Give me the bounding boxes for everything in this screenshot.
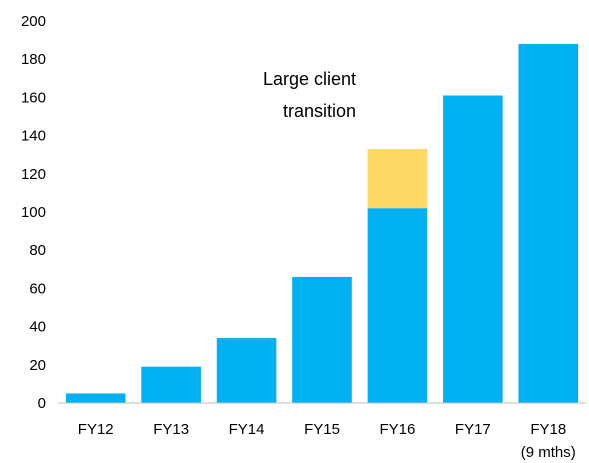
y-tick-label: 140: [21, 128, 46, 145]
y-tick-label: 20: [29, 357, 46, 374]
bar-fy16-segment-1: [367, 208, 428, 403]
y-tick-label: 160: [21, 89, 46, 106]
bar-fy16-segment-2: [367, 148, 428, 209]
x-tick-label: FY18: [530, 421, 566, 438]
bar-fy15-segment-1: [292, 276, 352, 403]
y-tick-label: 180: [21, 51, 46, 68]
bar-fy17-segment-1: [443, 95, 503, 404]
bar-fy18-segment-1: [518, 43, 579, 404]
annotation-line-2: transition: [283, 101, 356, 121]
y-tick-label: 200: [21, 13, 46, 30]
x-tick-label: FY14: [229, 421, 265, 438]
bar-fy13-segment-1: [141, 366, 201, 403]
y-tick-label: 40: [29, 319, 46, 336]
x-tick-label: FY13: [153, 421, 189, 438]
y-tick-label: 100: [21, 204, 46, 221]
y-tick-label: 60: [29, 280, 46, 297]
x-tick-label: FY16: [379, 421, 415, 438]
bar-fy14-segment-1: [216, 338, 277, 403]
y-axis-ticks: 0 20 40 60 80 100 120 140 160 180 200: [21, 13, 46, 412]
x-axis-ticks: FY12 FY13 FY14 FY15 FY16 FY17 FY18 (9 mths): [78, 421, 576, 461]
x-tick-sublabel: (9 mths): [521, 444, 576, 461]
x-tick-label: FY12: [78, 421, 114, 438]
x-tick-label: FY17: [455, 421, 491, 438]
y-tick-label: 120: [21, 166, 46, 183]
y-tick-label: 80: [29, 242, 46, 259]
bar-fy12-segment-1: [65, 393, 126, 403]
x-tick-label: FY15: [304, 421, 340, 438]
y-tick-label: 0: [38, 395, 46, 412]
bars: [65, 43, 579, 404]
annotation-line-1: Large client: [263, 69, 356, 89]
